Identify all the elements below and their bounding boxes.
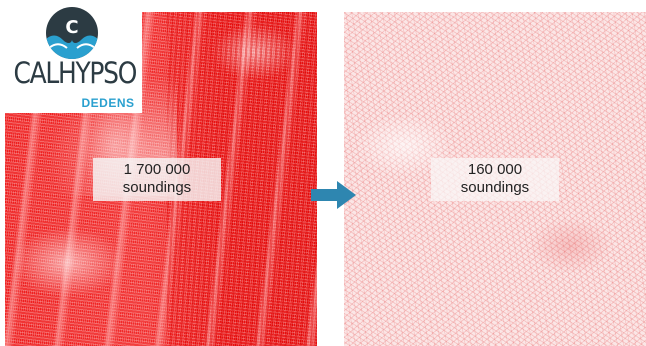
logo-name: CALHYPSO [13,56,138,90]
dense-cloud-unit: soundings [122,179,192,196]
logo-subtitle: DEDENS [78,96,138,110]
wave-badge-icon: C [46,7,98,59]
dense-cloud-count: 1 700 000 [123,161,191,178]
arrow-right-icon [311,181,356,209]
calhypso-logo: C CALHYPSO DEDENS [0,0,142,113]
sparse-cloud-label: 160 000 soundings [431,158,559,201]
sparse-cloud-unit: soundings [460,179,530,196]
dense-cloud-label: 1 700 000 soundings [93,158,221,201]
dense-point-cloud-image [5,12,317,346]
sparse-cloud-count: 160 000 [467,161,523,178]
badge-letter: C [65,17,78,38]
